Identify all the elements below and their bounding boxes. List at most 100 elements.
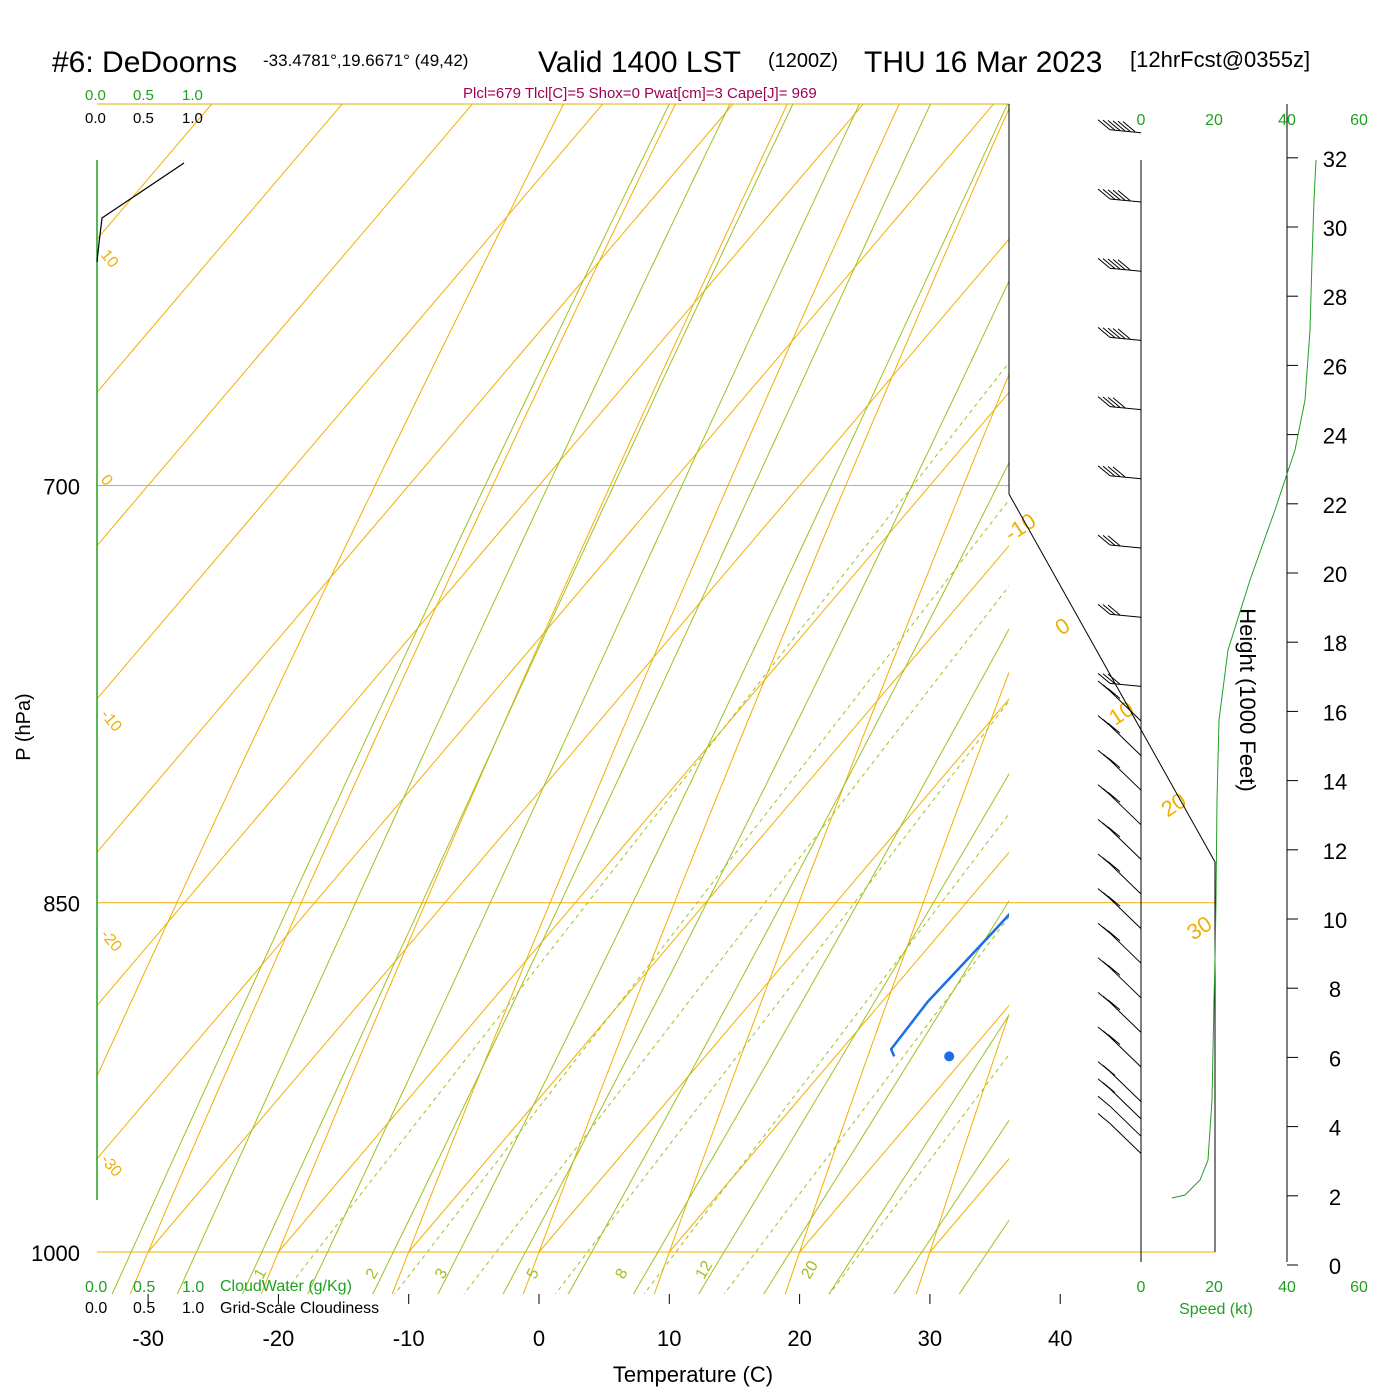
isotherm xyxy=(1060,0,1400,1252)
mixing-ratio-line xyxy=(282,361,1009,1294)
wind-barb xyxy=(1097,327,1142,341)
height-tick-label: 14 xyxy=(1323,770,1347,795)
x-tick-label: -20 xyxy=(263,1326,295,1351)
wind-barb xyxy=(1097,922,1142,964)
moist-adiabat xyxy=(176,104,731,1294)
dry-adiabat xyxy=(391,104,900,1294)
isotherm-label: 20 xyxy=(1157,788,1191,822)
cloud-tick-top-black-2: 1.0 xyxy=(182,110,203,127)
moist-adiabat xyxy=(372,104,932,1294)
moist-adiabat xyxy=(502,279,1009,1294)
dry-adiabat xyxy=(1178,0,1400,1295)
wind-panel: 0 20 40 60 0 20 40 60 Speed (kt) 0246810… xyxy=(1097,104,1368,1318)
x-tick-label: 10 xyxy=(657,1326,681,1351)
x-tick-label: 30 xyxy=(918,1326,942,1351)
cloudiness-label: Grid-Scale Cloudiness xyxy=(220,1300,379,1317)
wind-barb xyxy=(1097,1113,1142,1154)
isotherm xyxy=(799,1004,1009,1253)
wind-barb xyxy=(1097,603,1142,618)
height-tick-label: 24 xyxy=(1323,424,1347,449)
wind-tick-bottom-3: 60 xyxy=(1350,1279,1368,1296)
wind-tick-top-1: 20 xyxy=(1205,112,1223,129)
mixing-ratio-label: 2 xyxy=(363,1266,382,1282)
height-tick-label: 28 xyxy=(1323,285,1347,310)
height-tick-label: 26 xyxy=(1323,354,1347,379)
wind-barb xyxy=(1097,119,1142,134)
isotherm xyxy=(147,238,1009,1253)
cloud-tick-top-green-0: 0.0 xyxy=(85,87,106,104)
dry-adiabat xyxy=(260,104,788,1294)
wind-speed-profile xyxy=(1171,159,1317,1199)
x-tick-label: 40 xyxy=(1048,1326,1072,1351)
surface-temperature-dot xyxy=(1186,1051,1196,1061)
moist-adiabat xyxy=(567,461,1009,1294)
wind-barb xyxy=(1097,992,1142,1033)
pressure-tick-label: 1000 xyxy=(31,1241,80,1266)
wind-tick-bottom-1: 20 xyxy=(1205,1279,1223,1296)
mixing-ratio-line xyxy=(723,916,1009,1294)
isotherm xyxy=(97,104,995,1160)
cloud-tick-bottom-green-0: 0.0 xyxy=(85,1279,107,1296)
mixing-ratio-label: 12 xyxy=(693,1258,717,1282)
pressure-tick-label: 850 xyxy=(43,892,80,917)
cloud-tick-top-green-1: 0.5 xyxy=(133,87,154,104)
moist-adiabat xyxy=(111,104,670,1294)
wind-barb xyxy=(1097,396,1142,411)
wind-barb xyxy=(1097,715,1142,756)
moist-adiabat xyxy=(698,773,1009,1294)
height-tick-label: 20 xyxy=(1323,562,1347,587)
wind-barb xyxy=(1097,465,1142,480)
wind-tick-top-2: 40 xyxy=(1278,112,1296,129)
adiabat-label: 0 xyxy=(97,472,116,490)
cloud-tick-top-green-2: 1.0 xyxy=(182,87,203,104)
wind-barb xyxy=(1097,957,1142,999)
x-tick-label: 20 xyxy=(787,1326,811,1351)
wind-barb xyxy=(1097,680,1142,722)
height-tick-label: 10 xyxy=(1323,908,1347,933)
isotherm-label: 0 xyxy=(1050,613,1074,641)
cloud-tick-bottom-green-2: 1.0 xyxy=(182,1279,204,1296)
cloud-tick-bottom-green-1: 0.5 xyxy=(133,1279,155,1296)
stability-indices: Plcl=679 Tlcl[C]=5 Shox=0 Pwat[cm]=3 Cap… xyxy=(463,85,817,102)
surface-dewpoint-dot xyxy=(944,1051,955,1062)
adiabat-label: -10 xyxy=(97,707,125,736)
wind-barb xyxy=(1097,1078,1142,1120)
wind-barb xyxy=(1097,1095,1142,1137)
mixing-ratio-label: 20 xyxy=(798,1258,822,1282)
station-title: #6: DeDoorns xyxy=(52,46,237,79)
mixing-ratio-label: 3 xyxy=(432,1266,451,1282)
profiles xyxy=(889,0,1400,1062)
isotherm xyxy=(538,698,1009,1253)
mixing-ratio-line xyxy=(829,1053,1009,1294)
wind-tick-top-0: 0 xyxy=(1137,112,1146,129)
isotherm xyxy=(97,104,474,547)
isotherm xyxy=(97,104,213,240)
cloudwater-label: CloudWater (g/Kg) xyxy=(220,1278,352,1295)
isobars xyxy=(97,485,1215,1253)
speed-label: Speed (kt) xyxy=(1179,1301,1253,1318)
moist-adiabat xyxy=(241,104,794,1294)
wind-barb xyxy=(1097,784,1142,826)
station-coords: -33.4781°,19.6671° (49,42) xyxy=(263,51,468,70)
height-axis-label: Height (1000 Feet) xyxy=(1235,608,1260,791)
dry-adiabat xyxy=(653,373,1009,1294)
cloud-tick-bottom-black-0: 0.0 xyxy=(85,1300,107,1317)
isotherm xyxy=(97,104,864,1007)
background-grid xyxy=(97,0,1400,1295)
adiabat-label: -30 xyxy=(97,1152,125,1181)
height-tick-label: 32 xyxy=(1323,147,1347,172)
dry-adiabat xyxy=(129,104,677,1294)
cloud-tick-top-black-1: 0.5 xyxy=(133,110,154,127)
moist-adiabat xyxy=(307,104,860,1294)
wind-barb xyxy=(1097,853,1142,895)
parcel-profile xyxy=(1191,0,1400,1056)
valid-date: THU 16 Mar 2023 xyxy=(864,46,1102,79)
isotherm xyxy=(1191,0,1400,1252)
height-tick-label: 2 xyxy=(1329,1185,1341,1210)
cloud-profile xyxy=(96,162,185,263)
adiabat-label: -20 xyxy=(97,927,125,956)
height-tick-label: 30 xyxy=(1323,216,1347,241)
dry-adiabat xyxy=(97,104,565,1078)
height-tick-label: 6 xyxy=(1329,1046,1341,1071)
